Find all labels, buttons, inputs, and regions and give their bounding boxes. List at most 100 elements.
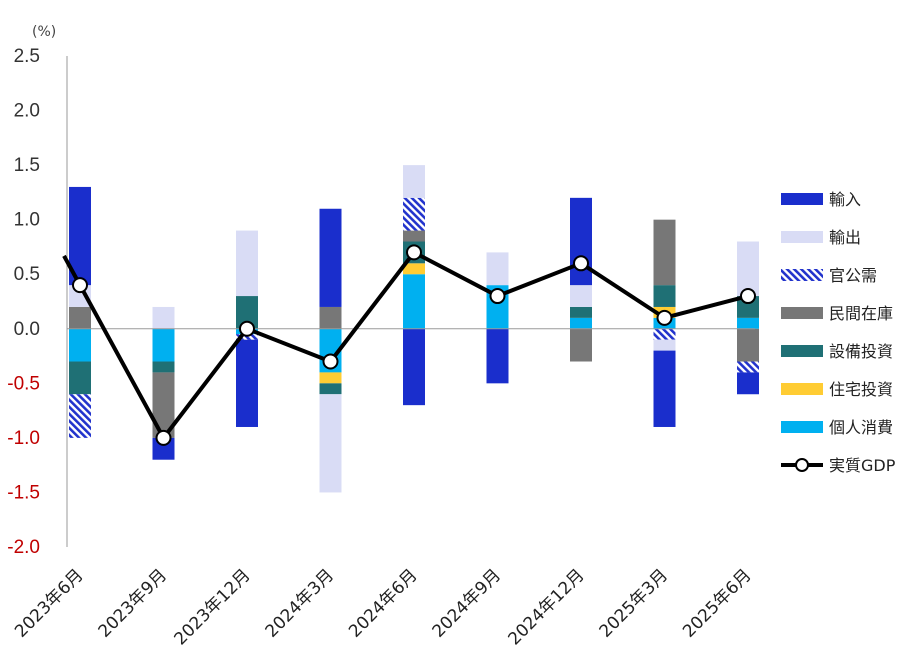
- x-category-label: 2025年3月: [596, 565, 672, 641]
- legend-marker-swatch: [795, 458, 809, 472]
- legend-item: 官公需: [781, 266, 877, 285]
- bar-segment: [319, 208, 342, 307]
- bar-segment: [653, 219, 676, 286]
- gdp-point: [155, 429, 172, 446]
- bar-segment: [152, 306, 175, 329]
- legend-swatch: [781, 193, 823, 205]
- legend-label: 官公需: [829, 266, 877, 285]
- y-axis-ticks: 2.5 2.0 1.5 1.0 0.5 0.0 -0.5 -1.0 -1.5 -2.0: [7, 46, 40, 558]
- bar-segment: [737, 361, 759, 373]
- gdp-point: [322, 353, 339, 370]
- bar-segment: [319, 394, 342, 493]
- legend-swatch: [781, 421, 823, 433]
- y-tick-label: 2.5: [14, 46, 40, 67]
- legend-swatch: [781, 383, 823, 395]
- bar-segment: [570, 317, 592, 329]
- y-tick-label: -2.0: [7, 537, 40, 558]
- x-category-label: 2024年6月: [345, 565, 421, 641]
- y-tick-label: 1.0: [14, 210, 40, 231]
- x-category-label: 2023年9月: [95, 565, 171, 641]
- legend-item: 個人消費: [781, 418, 893, 437]
- x-category-label: 2024年3月: [262, 565, 338, 641]
- bar-segment: [69, 328, 91, 362]
- legend-label: 住宅投資: [829, 380, 893, 399]
- x-category-label: 2023年12月: [170, 565, 254, 649]
- bar-segment: [69, 394, 91, 438]
- y-tick-label: 0.5: [14, 264, 40, 285]
- bar-segment: [236, 230, 258, 297]
- legend-item: 住宅投資: [781, 380, 893, 399]
- x-category-label: 2025年6月: [679, 565, 755, 641]
- bar-segment: [152, 328, 175, 362]
- legend-swatch: [781, 345, 823, 357]
- bar-segment: [570, 285, 592, 307]
- bar-segment: [486, 328, 509, 384]
- bar-segment: [236, 334, 258, 340]
- x-category-label: 2024年12月: [504, 565, 588, 649]
- bar-segment: [69, 306, 91, 329]
- gdp-point: [489, 288, 506, 305]
- legend-item: 輸出: [781, 228, 861, 247]
- legend-swatch: [781, 269, 823, 281]
- legend-label: 個人消費: [829, 418, 893, 437]
- bar-segment: [570, 328, 592, 362]
- y-tick-label: 1.5: [14, 155, 40, 176]
- bar-segment: [236, 296, 258, 329]
- y-tick-label: 2.0: [14, 101, 40, 122]
- bar-segment: [737, 372, 759, 395]
- y-tick-label: -1.0: [7, 428, 40, 449]
- bar-segment: [403, 274, 425, 329]
- bar-segment: [737, 317, 759, 329]
- gdp-point: [656, 309, 673, 326]
- bar-segment: [403, 263, 425, 275]
- bar-segment: [653, 339, 676, 351]
- bar-segment: [653, 328, 676, 340]
- legend-label: 実質GDP: [829, 456, 896, 475]
- gdp-line-group: [62, 244, 756, 446]
- bar-segment: [69, 361, 91, 395]
- y-tick-label: 0.0: [14, 319, 40, 340]
- bar-segment: [486, 252, 509, 286]
- bar-segment: [570, 197, 592, 286]
- gdp-line: [62, 250, 749, 440]
- legend-label: 輸入: [829, 190, 861, 209]
- legend-item: 民間在庫: [781, 304, 893, 323]
- bar-segment: [737, 241, 759, 297]
- unit-label: (%): [32, 24, 56, 40]
- bar-segment: [570, 306, 592, 318]
- legend-label: 民間在庫: [829, 304, 893, 323]
- gdp-point: [406, 244, 422, 261]
- bar-segment: [236, 339, 258, 427]
- gdp-point: [239, 320, 255, 337]
- y-tick-label: -0.5: [7, 373, 40, 394]
- bar-segment: [152, 372, 175, 438]
- x-category-label: 2024年9月: [429, 565, 505, 641]
- legend-label: 設備投資: [829, 342, 893, 361]
- bar-segment: [319, 372, 342, 384]
- bar-segment: [653, 350, 676, 427]
- legend-label: 輸出: [829, 228, 861, 247]
- bar-segment: [403, 165, 425, 198]
- bar-segment: [403, 328, 425, 406]
- bar-segment: [653, 285, 676, 307]
- bar-segment: [319, 383, 342, 395]
- x-axis-categories: 2023年6月 2023年9月 2023年12月 2024年3月 2024年6月 2024…: [11, 565, 755, 649]
- gdp-point: [573, 255, 589, 272]
- legend-swatch: [781, 231, 823, 243]
- legend-item: 設備投資: [781, 342, 893, 361]
- bar-segment: [403, 197, 425, 231]
- bar-segment: [152, 361, 175, 373]
- legend-item: 実質GDP: [781, 456, 896, 475]
- y-tick-label: -1.5: [7, 482, 40, 503]
- gdp-point: [740, 288, 756, 305]
- x-category-label: 2023年6月: [11, 565, 87, 641]
- bar-segment: [737, 328, 759, 362]
- bar-segment: [69, 186, 91, 286]
- legend-swatch: [781, 307, 823, 319]
- bar-segment: [319, 306, 342, 329]
- bar-segment: [403, 230, 425, 242]
- gdp-point: [72, 277, 88, 294]
